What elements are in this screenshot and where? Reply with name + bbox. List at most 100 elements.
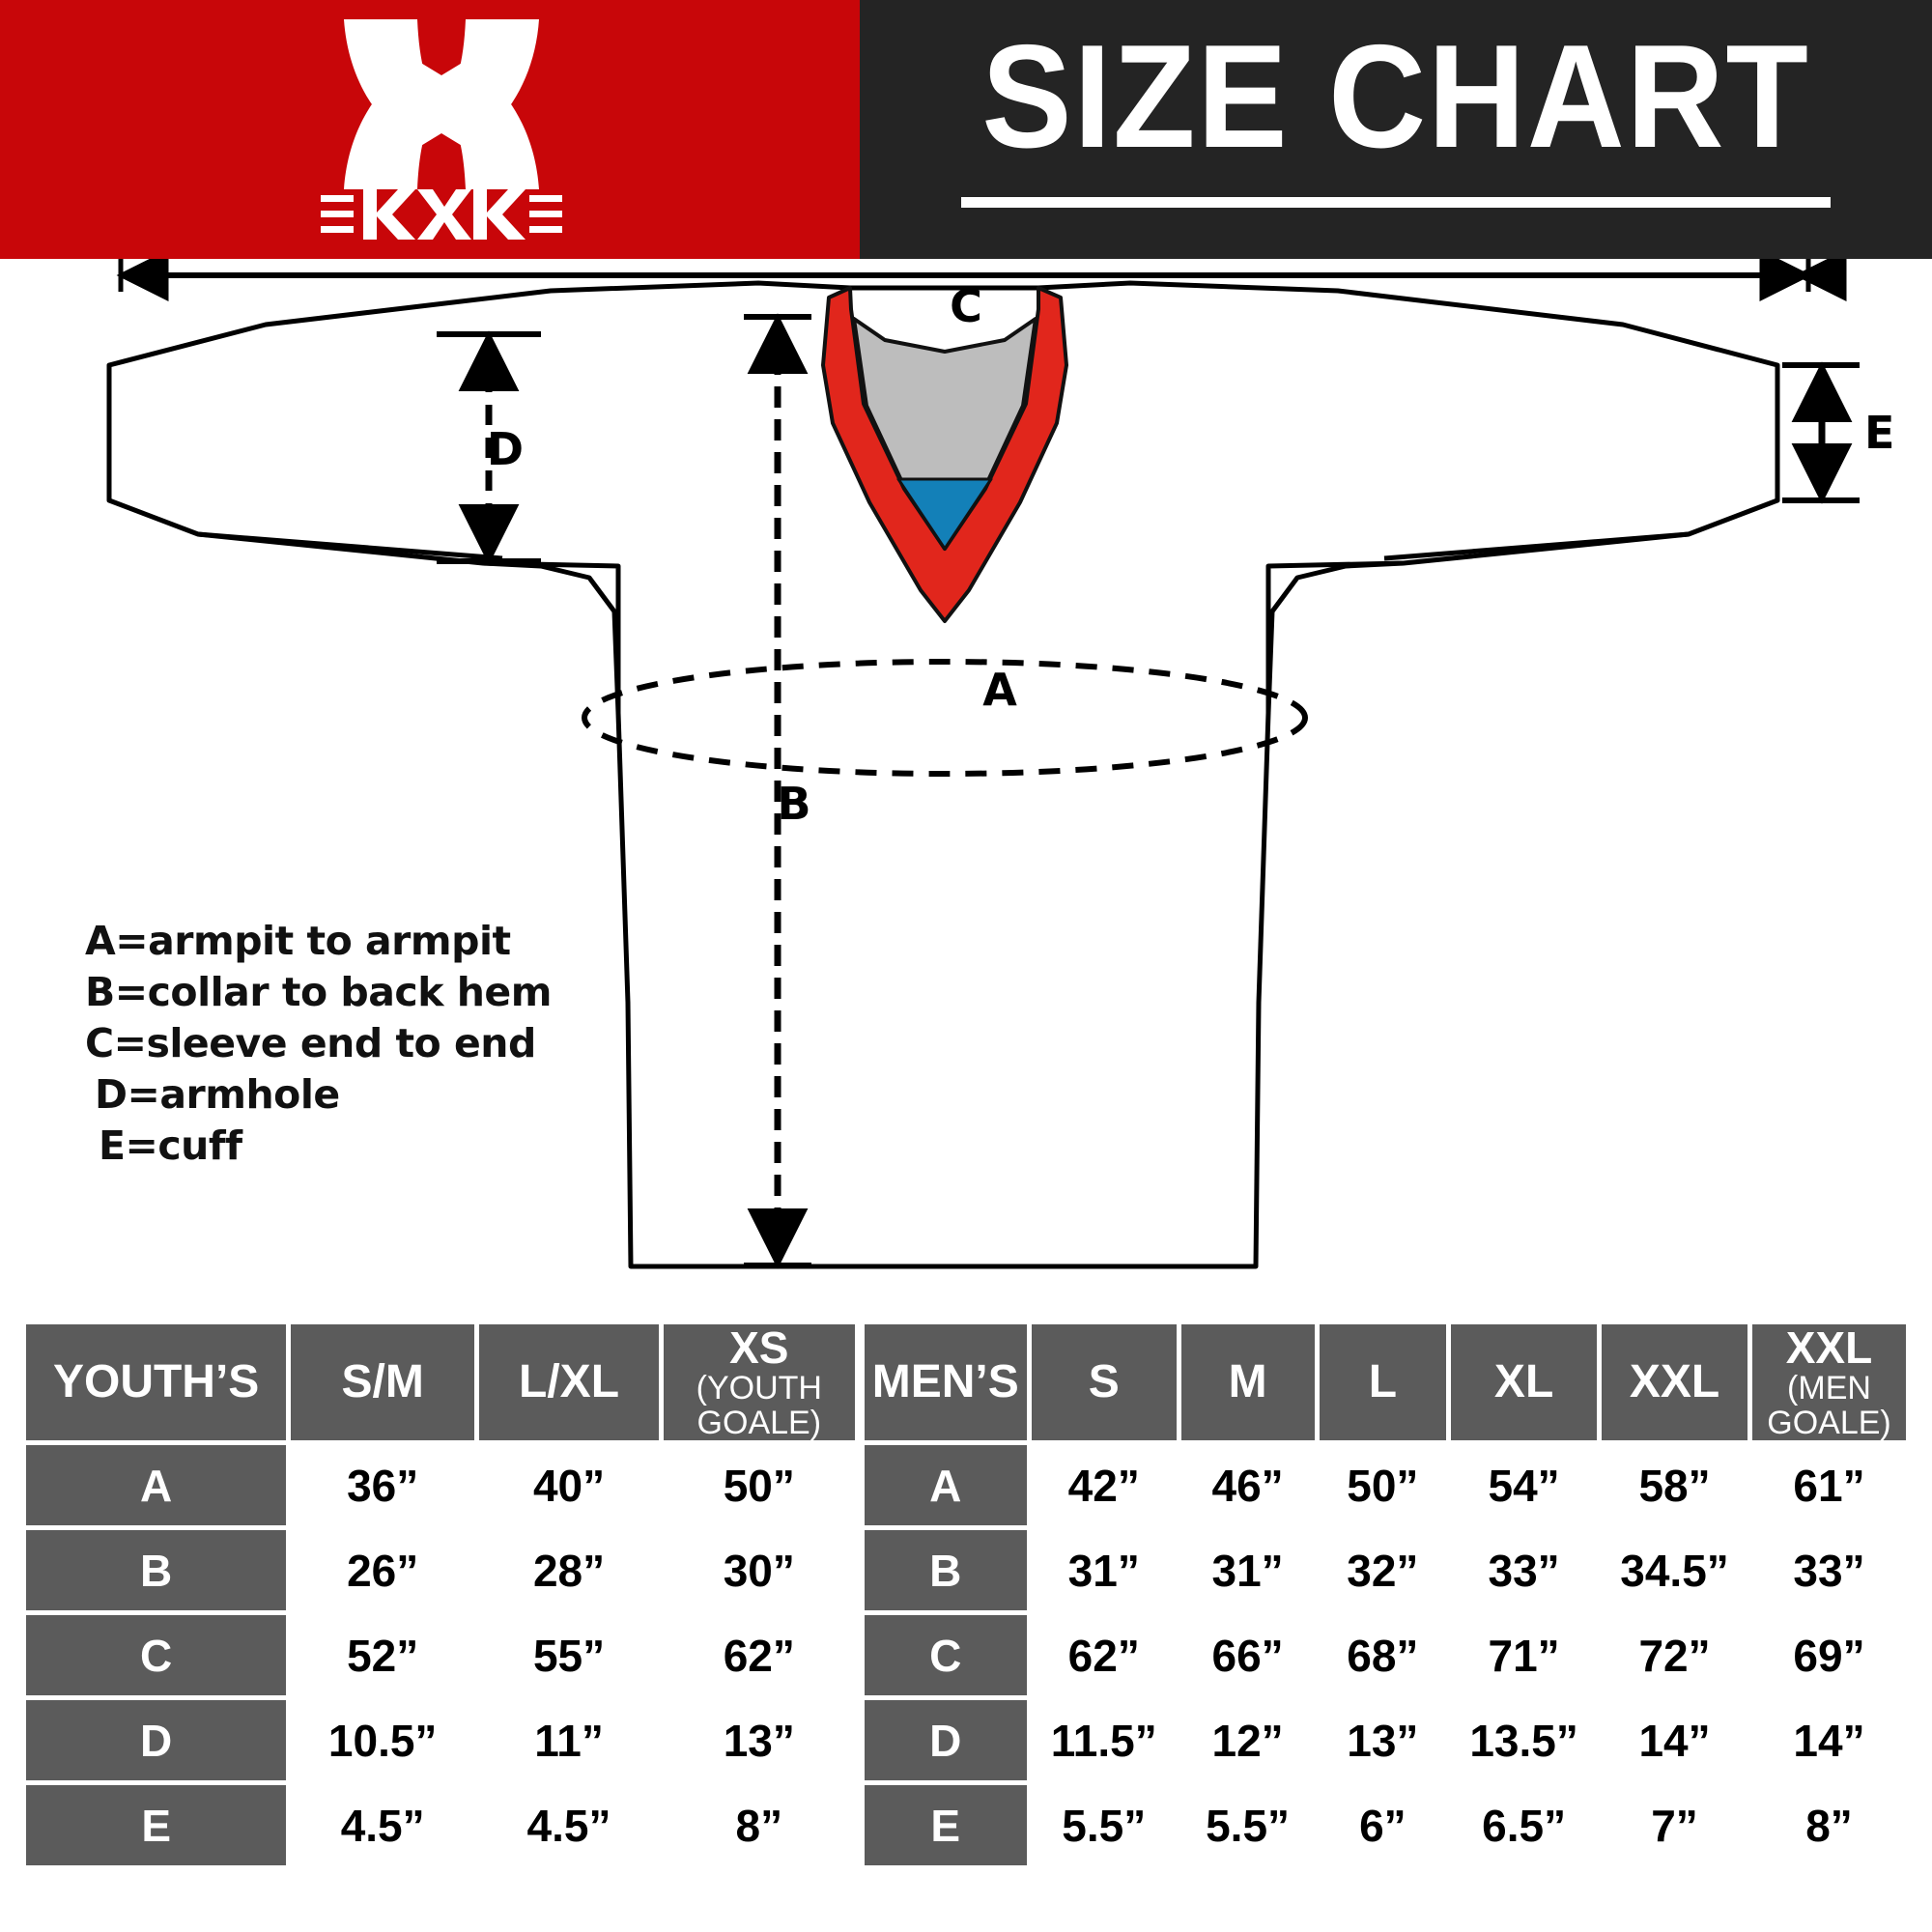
youth-row-label: E (26, 1785, 287, 1865)
youth-measurement-cell: 4.5” (291, 1785, 475, 1865)
mens-row-label: B (864, 1530, 1027, 1610)
kxk-hourglass-logo-icon (344, 19, 539, 189)
mens-measurement-cell: 68” (1319, 1615, 1447, 1695)
mens-measurement-cell: 7” (1602, 1785, 1747, 1865)
mens-measurement-cell: 31” (1031, 1530, 1177, 1610)
mens-measurement-cell: 5.5” (1180, 1785, 1315, 1865)
mens-measurement-cell: 32” (1319, 1530, 1447, 1610)
youth-measurement-cell: 10.5” (291, 1700, 475, 1780)
youth-measurement-cell: 28” (479, 1530, 660, 1610)
mens-measurement-cell: 42” (1031, 1445, 1177, 1525)
mens-row-label: A (864, 1445, 1027, 1525)
header-title-panel: SIZE CHART (860, 0, 1932, 259)
youth-row-label: A (26, 1445, 287, 1525)
mens-measurement-cell: 71” (1451, 1615, 1598, 1695)
mens-measurement-cell: 8” (1751, 1785, 1906, 1865)
mens-measurement-cell: 33” (1451, 1530, 1598, 1610)
dimension-e-arrow (1782, 361, 1860, 504)
youth-measurement-cell: 62” (664, 1615, 855, 1695)
youth-measurement-cell: 36” (291, 1445, 475, 1525)
mens-measurement-cell: 6” (1319, 1785, 1447, 1865)
dimension-d-label: D (487, 423, 524, 475)
mens-col-header: L (1319, 1324, 1447, 1440)
mens-measurement-cell: 6.5” (1451, 1785, 1598, 1865)
table-row: C 62” 66” 68” 71” 72” 69” (864, 1615, 1906, 1695)
mens-measurement-cell: 66” (1180, 1615, 1315, 1695)
mens-measurement-cell: 5.5” (1031, 1785, 1177, 1865)
header-brand-panel (0, 0, 860, 259)
youth-table-body: YOUTH’S S/M L/XL XS (YOUTH GOALE) A 36” 40” 50” B… (26, 1324, 855, 1865)
mens-col-header: XL (1451, 1324, 1598, 1440)
mens-measurement-cell: 34.5” (1602, 1530, 1747, 1610)
mens-measurement-cell: 12” (1180, 1700, 1315, 1780)
youth-col-header: S/M (291, 1324, 475, 1440)
legend-line-b: B=collar to back hem (85, 969, 552, 1015)
legend-line-c: C=sleeve end to end (85, 1020, 536, 1066)
table-row: D 10.5” 11” 13” (26, 1700, 855, 1780)
mens-row-label: C (864, 1615, 1027, 1695)
youth-row-label: C (26, 1615, 287, 1695)
table-row: C 52” 55” 62” (26, 1615, 855, 1695)
youth-measurement-cell: 13” (664, 1700, 855, 1780)
dimension-c-arrow (116, 259, 1847, 301)
youth-corner-header: YOUTH’S (26, 1324, 287, 1440)
mens-row-label: D (864, 1700, 1027, 1780)
dimension-d-arrow (437, 330, 541, 565)
mens-col-header: XXL (1602, 1324, 1747, 1440)
youth-measurement-cell: 30” (664, 1530, 855, 1610)
youth-measurement-cell: 8” (664, 1785, 855, 1865)
table-row: E 5.5” 5.5” 6” 6.5” 7” 8” (864, 1785, 1906, 1865)
table-row: E 4.5” 4.5” 8” (26, 1785, 855, 1865)
youth-row-label: B (26, 1530, 287, 1610)
youth-measurement-cell: 55” (479, 1615, 660, 1695)
mens-col-header: M (1180, 1324, 1315, 1440)
youth-measurement-cell: 11” (479, 1700, 660, 1780)
legend-line-e: E=cuff (99, 1122, 242, 1169)
youth-row-label: D (26, 1700, 287, 1780)
youth-measurement-cell: 52” (291, 1615, 475, 1695)
dimension-c-label: C (925, 259, 958, 265)
mens-measurement-cell: 46” (1180, 1445, 1315, 1525)
mens-col-header: S (1031, 1324, 1177, 1440)
brand-logo (321, 17, 562, 247)
title-underline-rule (961, 197, 1831, 208)
youth-header-row: YOUTH’S S/M L/XL XS (YOUTH GOALE) (26, 1324, 855, 1440)
mens-table-body: MEN’S S M L XL XXL XXL (MEN GOALE) A 42” 46” 50” 54”… (864, 1324, 1906, 1865)
mens-measurement-cell: 58” (1602, 1445, 1747, 1525)
legend-line-a: A=armpit to armpit (85, 918, 511, 964)
table-row: B 31” 31” 32” 33” 34.5” 33” (864, 1530, 1906, 1610)
dimension-a-ellipse (582, 659, 1308, 777)
mens-measurement-cell: 31” (1180, 1530, 1315, 1610)
mens-corner-header: MEN’S (864, 1324, 1027, 1440)
youth-measurement-cell: 4.5” (479, 1785, 660, 1865)
mens-col-header: XXL (MEN GOALE) (1751, 1324, 1906, 1440)
youth-col-header: XS (YOUTH GOALE) (664, 1324, 855, 1440)
mens-row-label: E (864, 1785, 1027, 1865)
mens-measurement-cell: 13” (1319, 1700, 1447, 1780)
table-row: A 42” 46” 50” 54” 58” 61” (864, 1445, 1906, 1525)
youth-measurement-cell: 50” (664, 1445, 855, 1525)
jersey-collar (821, 286, 1068, 623)
youth-measurement-cell: 40” (479, 1445, 660, 1525)
legend-line-d: D=armhole (95, 1071, 340, 1118)
dimension-b-arrow (744, 313, 811, 1269)
mens-measurement-cell: 62” (1031, 1615, 1177, 1695)
mens-measurement-cell: 54” (1451, 1445, 1598, 1525)
mens-measurement-cell: 69” (1751, 1615, 1906, 1695)
mens-measurement-cell: 61” (1751, 1445, 1906, 1525)
dimension-e-label: E (1864, 407, 1894, 459)
table-row: B 26” 28” 30” (26, 1530, 855, 1610)
youth-col-header: L/XL (479, 1324, 660, 1440)
mens-measurement-cell: 50” (1319, 1445, 1447, 1525)
table-row: A 36” 40” 50” (26, 1445, 855, 1525)
mens-measurement-cell: 14” (1602, 1700, 1747, 1780)
header-banner: SIZE CHART (0, 0, 1932, 259)
mens-measurement-cell: 14” (1751, 1700, 1906, 1780)
mens-measurement-cell: 72” (1602, 1615, 1747, 1695)
measurement-legend: A=armpit to armpit B=collar to back hem … (85, 916, 626, 1172)
youth-measurement-cell: 26” (291, 1530, 475, 1610)
youth-size-table: YOUTH’S S/M L/XL XS (YOUTH GOALE) A 36” 40” 50” B… (21, 1320, 860, 1870)
mens-measurement-cell: 33” (1751, 1530, 1906, 1610)
mens-size-table: MEN’S S M L XL XXL XXL (MEN GOALE) A 42” 46” 50” 54”… (860, 1320, 1911, 1870)
